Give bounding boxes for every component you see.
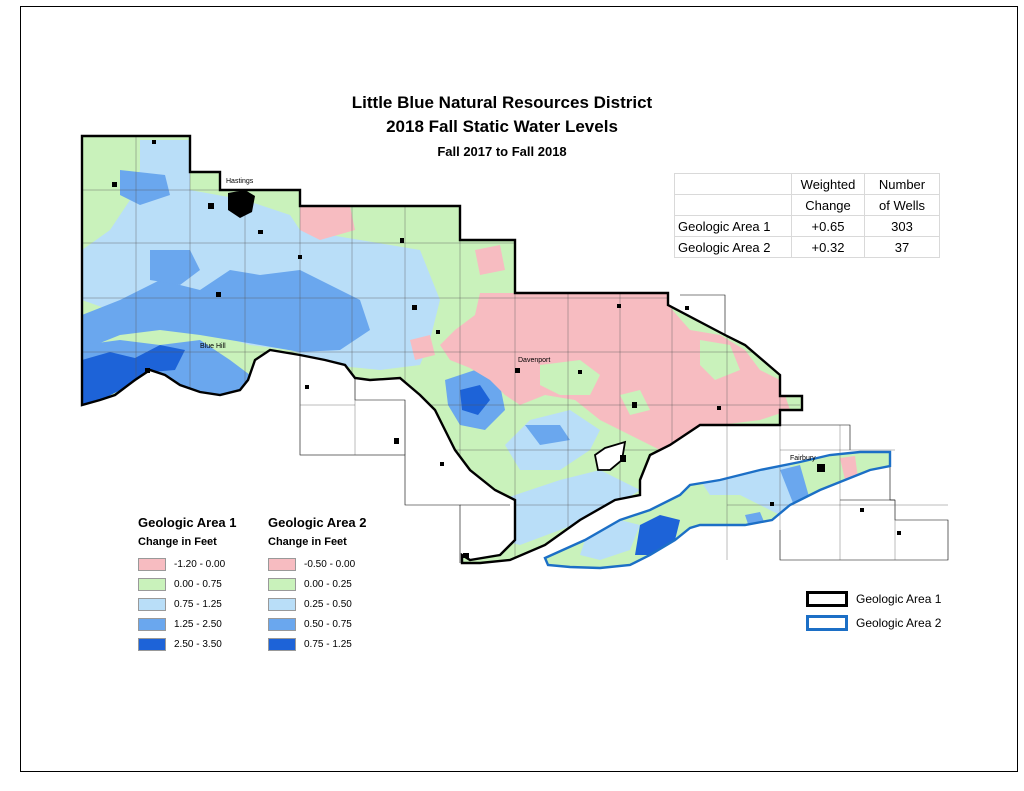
legend-label: 0.75 - 1.25 xyxy=(174,598,222,610)
legend-swatch xyxy=(138,577,166,591)
legend-label: 2.50 - 3.50 xyxy=(174,638,222,650)
boundary-label: Geologic Area 2 xyxy=(856,616,942,630)
table-header-cell xyxy=(674,173,792,195)
legend-item: 2.50 - 3.50 xyxy=(138,634,237,654)
legend-area2: Geologic Area 2 Change in Feet -0.50 - 0… xyxy=(268,515,367,654)
legend-item: 0.75 - 1.25 xyxy=(268,634,367,654)
legend-item: -1.20 - 0.00 xyxy=(138,554,237,574)
summary-table: Weighted Number Change of Wells Geologic… xyxy=(674,173,940,258)
table-row: Geologic Area 2 +0.32 37 xyxy=(674,236,940,258)
well-count-cell: 37 xyxy=(864,236,940,258)
legend-item: 0.50 - 0.75 xyxy=(268,614,367,634)
boundary-swatch xyxy=(806,591,848,607)
legend-item: 1.25 - 2.50 xyxy=(138,614,237,634)
table-header-cell: of Wells xyxy=(864,194,940,216)
legend-swatch xyxy=(138,597,166,611)
legend-label: -0.50 - 0.00 xyxy=(304,558,356,570)
legend-label: 1.25 - 2.50 xyxy=(174,618,222,630)
legend-item: 0.00 - 0.25 xyxy=(268,574,367,594)
well-count-cell: 303 xyxy=(864,215,940,237)
page-frame xyxy=(20,6,1018,772)
table-header-row: Weighted Number xyxy=(674,173,940,195)
table-row: Geologic Area 1 +0.65 303 xyxy=(674,215,940,237)
town-label-hastings: Hastings xyxy=(226,178,254,185)
legend-label: -1.20 - 0.00 xyxy=(174,558,226,570)
weighted-change-cell: +0.65 xyxy=(791,215,865,237)
town-label-davenport: Davenport xyxy=(518,357,550,364)
legend-item: 0.25 - 0.50 xyxy=(268,594,367,614)
legend-label: 0.00 - 0.25 xyxy=(304,578,352,590)
legend-title: Geologic Area 2 xyxy=(268,515,367,530)
legend-label: 0.50 - 0.75 xyxy=(304,618,352,630)
legend-subtitle: Change in Feet xyxy=(268,536,347,548)
table-header-cell: Change xyxy=(791,194,865,216)
map-subtitle: 2018 Fall Static Water Levels xyxy=(386,117,618,136)
legend-swatch xyxy=(268,557,296,571)
legend-item: 0.75 - 1.25 xyxy=(138,594,237,614)
legend-label: 0.75 - 1.25 xyxy=(304,638,352,650)
legend-subtitle: Change in Feet xyxy=(138,536,217,548)
area2-boundary xyxy=(543,450,892,570)
table-header-row: Change of Wells xyxy=(674,194,940,216)
table-header-cell: Number xyxy=(864,173,940,195)
town-label-blue-hill: Blue Hill xyxy=(200,343,226,350)
map-period: Fall 2017 to Fall 2018 xyxy=(437,144,567,159)
map-title: Little Blue Natural Resources District xyxy=(351,93,653,112)
legend-item: -0.50 - 0.00 xyxy=(268,554,367,574)
boundary-swatch xyxy=(806,615,848,631)
area1-boundary xyxy=(80,134,804,565)
table-header-cell: Weighted xyxy=(791,173,865,195)
area-name-cell: Geologic Area 2 xyxy=(674,236,792,258)
legend-swatch xyxy=(138,557,166,571)
legend-swatch xyxy=(268,617,296,631)
boundary-key-area2: Geologic Area 2 xyxy=(806,615,941,631)
outer-section-lines xyxy=(300,378,948,560)
legend-swatch xyxy=(268,597,296,611)
boundary-key-area1: Geologic Area 1 xyxy=(806,591,941,607)
legend-swatch xyxy=(138,637,166,651)
legend-swatch xyxy=(138,617,166,631)
boundary-label: Geologic Area 1 xyxy=(856,592,942,606)
legend-title: Geologic Area 1 xyxy=(138,515,237,530)
area-name-cell: Geologic Area 1 xyxy=(674,215,792,237)
legend-swatch xyxy=(268,577,296,591)
weighted-change-cell: +0.32 xyxy=(791,236,865,258)
legend-label: 0.25 - 0.50 xyxy=(304,598,352,610)
legend-area1: Geologic Area 1 Change in Feet -1.20 - 0… xyxy=(138,515,237,654)
table-header-cell xyxy=(674,194,792,216)
town-label-fairbury: Fairbury xyxy=(790,455,816,462)
legend-item: 0.00 - 0.75 xyxy=(138,574,237,594)
town-markers xyxy=(112,140,901,558)
legend-label: 0.00 - 0.75 xyxy=(174,578,222,590)
legend-swatch xyxy=(268,637,296,651)
